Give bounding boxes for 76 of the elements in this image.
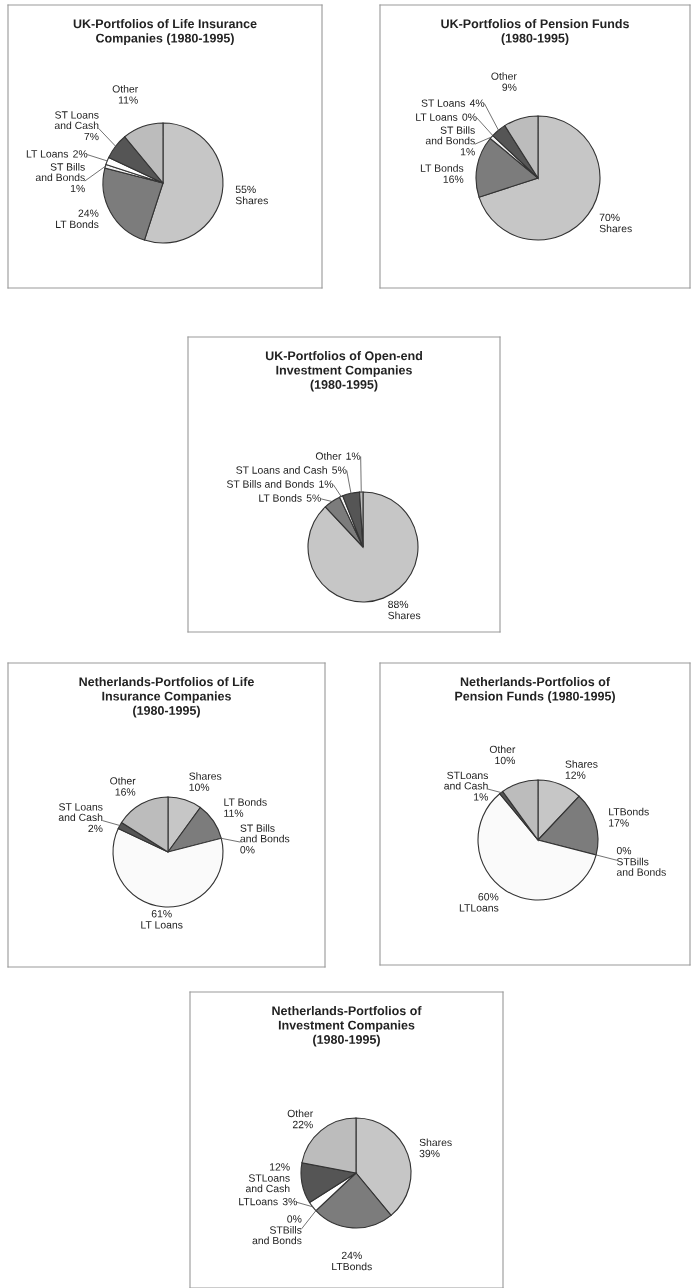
slice-label: LTLoans: [239, 1198, 278, 1206]
slice-label: Shares: [388, 611, 421, 620]
data-label: 39%: [419, 1149, 440, 1158]
slice-label: Other: [315, 452, 342, 460]
text: 0%: [287, 1215, 302, 1223]
slice-label: Shares: [189, 772, 222, 780]
data-label: 1%: [460, 148, 475, 156]
slice-label: Other: [112, 84, 139, 93]
chart-title: Netherlands-Portfolios of Investment Companies (1980-1995): [272, 1006, 422, 1047]
slice-label: Other: [110, 776, 136, 785]
data-label: 2%: [73, 150, 88, 158]
legend-label: STBills and Bonds: [616, 857, 666, 876]
slice-label: Other: [491, 72, 517, 80]
data-label: 5%: [306, 494, 321, 502]
data-label: 16%: [443, 175, 464, 183]
slice-label: Other: [287, 1109, 314, 1118]
slice-label: ST Bills and Bonds: [35, 162, 85, 182]
slice-label: STLoans and Cash: [245, 1174, 290, 1193]
slice-label: LT Bonds: [259, 494, 302, 502]
slice-label: ST Bills and Bonds: [226, 480, 314, 488]
legend-label: ST Bills and Bonds: [240, 824, 290, 843]
text: 0%: [616, 846, 632, 855]
data-label: 10%: [495, 756, 516, 765]
data-label: 2%: [88, 824, 103, 833]
data-label: 1%: [319, 480, 334, 488]
category-label: LT Loans: [416, 113, 458, 121]
data-label: 11%: [118, 96, 138, 104]
data-label: 55%: [235, 185, 256, 194]
data-label: 11%: [224, 809, 244, 817]
data-label: 5%: [332, 466, 347, 474]
chart-title: UK-Portfolios of Open-end Investment Companies (1980-1995): [265, 351, 422, 392]
slice-label: LT Loans: [141, 921, 183, 929]
slice-label: Shares: [419, 1138, 452, 1147]
data-label: 1%: [474, 793, 488, 801]
chart-title: UK-Portfolios of Life Insurance Companies (1980-1995): [73, 19, 257, 46]
chart-title: UK-Portfolios of Pension Funds (1980-1995): [441, 19, 629, 46]
data-label: 3%: [282, 1197, 297, 1206]
slice-label: Shares: [565, 760, 598, 768]
legend-label: STBills and Bonds: [252, 1226, 302, 1245]
data-label: 1%: [346, 452, 361, 460]
slice-label: ST Loans and Cash: [236, 466, 327, 474]
data-label: 9%: [502, 83, 517, 91]
data-label: 4%: [469, 99, 485, 107]
slice-label: ST Bills and Bonds: [425, 126, 475, 145]
slice-label: LT Bonds: [420, 164, 464, 172]
slice-label: LT Loans: [26, 150, 69, 158]
slice-label: Shares: [599, 224, 632, 233]
slice-label: LTBonds: [332, 1262, 372, 1271]
slice-label: STLoans and Cash: [444, 771, 488, 790]
chart-title: Netherlands-Portfolios of Pension Funds (1980-1995): [455, 677, 615, 704]
chart-title: Netherlands-Portfolios of Life Insurance Companies (1980-1995): [79, 677, 254, 718]
data-label: 1%: [70, 184, 85, 193]
data-label: 24%: [78, 209, 99, 217]
slice-label: LTBonds: [609, 807, 649, 816]
data-label: 70%: [599, 213, 620, 222]
slice-label: LT Bonds: [224, 798, 267, 806]
slice-label: ST Loans and Cash: [58, 803, 103, 822]
text: 0%: [462, 113, 477, 121]
slice-label: ST Loans: [421, 99, 466, 107]
slice-label: LTLoans: [459, 904, 499, 912]
data-label: 60%: [478, 893, 499, 901]
data-label: 17%: [609, 819, 629, 827]
slice-label: LT Bonds: [56, 220, 99, 229]
data-label: 61%: [151, 910, 172, 918]
data-label: 22%: [292, 1120, 313, 1129]
slice-label: Other: [489, 745, 516, 754]
data-label: 12%: [270, 1163, 290, 1171]
data-label: 16%: [115, 788, 136, 796]
slice-label: ST Loans and Cash: [54, 111, 99, 130]
data-label: 88%: [388, 600, 409, 609]
slice-label: Shares: [235, 196, 268, 205]
data-label: 7%: [84, 132, 99, 141]
text: 0%: [240, 846, 255, 854]
data-label: 10%: [189, 783, 210, 791]
data-label: 24%: [341, 1251, 362, 1260]
data-label: 12%: [565, 771, 586, 779]
